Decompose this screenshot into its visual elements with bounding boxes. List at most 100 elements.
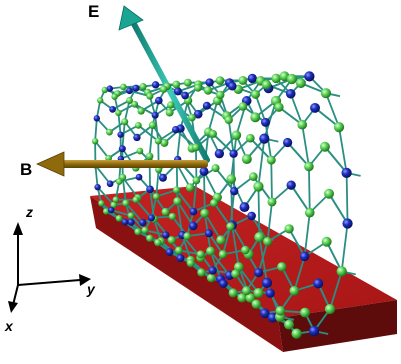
tube-bond <box>176 200 194 227</box>
atom-green <box>238 75 248 85</box>
tube-bond <box>231 225 240 268</box>
atom-blue <box>309 325 320 337</box>
axis-y-line <box>17 279 81 286</box>
tube-bond <box>227 119 235 154</box>
tube-bond <box>289 93 304 126</box>
atom-green <box>237 293 247 303</box>
atom-blue <box>282 137 293 148</box>
atom-green <box>183 78 192 87</box>
bfield-arrow-shaft <box>62 160 208 168</box>
tube-bond <box>338 126 348 173</box>
atom-green <box>192 143 200 152</box>
atom-green <box>122 199 130 207</box>
atom-green <box>291 328 302 339</box>
tube-bond <box>213 202 232 227</box>
tube-bond <box>149 188 167 213</box>
tube-bond <box>209 250 231 276</box>
tube-bond <box>94 165 99 188</box>
atom-green <box>297 119 308 130</box>
tube-bond <box>325 92 340 128</box>
tube-bond <box>110 209 132 217</box>
atom-blue <box>202 101 211 110</box>
atom-blue <box>227 81 237 91</box>
atom-blue <box>106 85 114 92</box>
atom-green <box>324 188 334 199</box>
efield-label: E <box>88 2 99 21</box>
atom-green <box>324 303 336 315</box>
atom-green <box>115 109 122 117</box>
atom-green <box>263 236 273 246</box>
atom-green <box>289 286 300 296</box>
atom-blue <box>147 214 156 222</box>
tube-bond <box>345 172 349 224</box>
atom-green <box>210 198 219 207</box>
atom-green <box>196 250 205 259</box>
bfield-arrow <box>36 151 208 177</box>
atom-green <box>231 130 242 141</box>
atom-green <box>111 93 118 100</box>
atom-green <box>253 287 264 298</box>
atom-green <box>97 97 104 104</box>
atom-green <box>160 85 168 93</box>
atom-blue <box>151 111 159 119</box>
tube-bond <box>254 94 267 123</box>
atom-green <box>141 226 149 234</box>
atom-green <box>154 137 162 145</box>
atom-green <box>203 86 213 95</box>
atom-green <box>271 73 281 84</box>
atom-blue <box>214 149 224 159</box>
atom-green <box>139 83 147 91</box>
tube-bond <box>266 201 273 242</box>
atom-green <box>136 147 144 155</box>
tube-bond <box>340 223 349 272</box>
atom-green <box>132 196 140 204</box>
atom-blue <box>208 266 217 275</box>
atom-green <box>284 319 294 330</box>
atom-green <box>145 152 154 161</box>
atom-green <box>284 224 294 234</box>
tube-bond <box>150 196 158 219</box>
atom-green <box>215 76 225 85</box>
atom-blue <box>133 133 141 142</box>
atom-green <box>251 299 261 309</box>
atom-green <box>146 92 154 100</box>
atom-green <box>167 236 176 245</box>
tube-bond <box>125 202 144 224</box>
tube-bond <box>278 106 303 126</box>
atom-green <box>211 164 220 173</box>
atom-blue <box>204 229 213 238</box>
tube-bond <box>105 210 126 223</box>
tube-bond <box>270 160 273 202</box>
atom-green <box>233 262 244 272</box>
tube-bond <box>120 150 141 160</box>
atom-green <box>277 262 287 272</box>
atom-blue <box>299 251 310 262</box>
atom-blue <box>254 268 264 278</box>
atom-green <box>300 307 310 318</box>
atom-green <box>112 196 119 203</box>
tube-bond <box>328 193 349 224</box>
atom-green <box>228 288 238 298</box>
tube-bond <box>329 271 343 310</box>
axis-x-label: x <box>4 318 14 334</box>
atom-blue <box>265 288 275 298</box>
atom-green <box>240 245 250 255</box>
atom-green <box>216 90 225 100</box>
atom-blue <box>199 166 209 176</box>
atom-green <box>254 232 265 243</box>
atom-blue <box>229 149 238 158</box>
atom-blue <box>342 218 353 229</box>
atom-blue <box>165 248 174 256</box>
atom-blue <box>261 277 273 289</box>
atom-blue <box>151 81 160 89</box>
atom-green <box>274 102 284 112</box>
atom-blue <box>109 106 116 113</box>
tube-bond <box>301 124 310 167</box>
tube-bond <box>212 133 235 155</box>
tube-bond <box>155 169 160 197</box>
axis-y-arrowhead <box>79 274 91 286</box>
efield-arrow-head <box>118 5 144 31</box>
atom-blue <box>132 84 140 92</box>
atom-blue <box>239 202 250 213</box>
atom-blue <box>146 185 154 194</box>
